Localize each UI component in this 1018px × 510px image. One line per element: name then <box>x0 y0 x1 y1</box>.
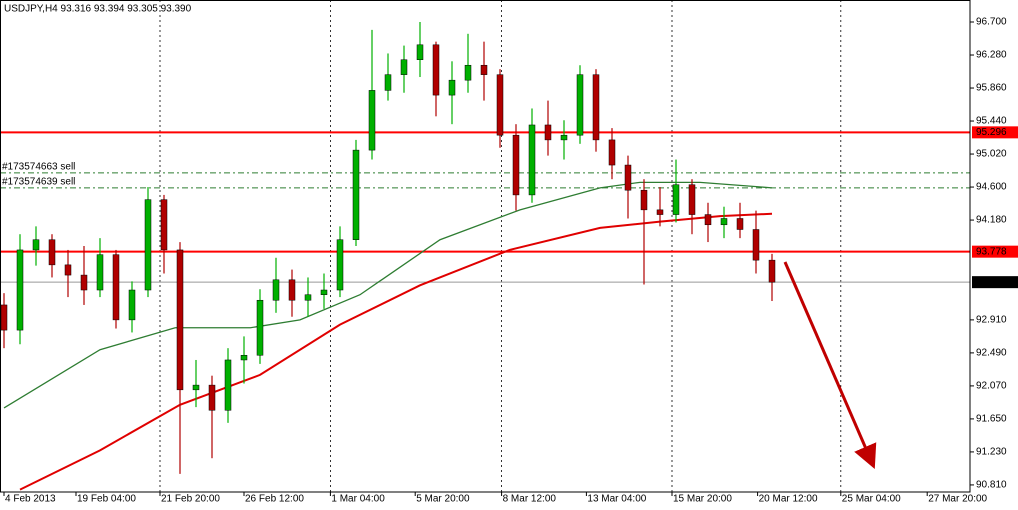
candle-body <box>640 189 648 211</box>
candle-body <box>272 279 280 301</box>
x-tick-label: 8 Mar 12:00 <box>503 494 557 505</box>
candle-body <box>384 74 392 91</box>
candle-body <box>672 184 680 215</box>
candle-body <box>560 134 568 141</box>
y-tick-label: 91.650 <box>976 414 1007 425</box>
candle-body <box>688 184 696 215</box>
moving-average <box>3 181 773 409</box>
y-tick-label: 90.810 <box>976 480 1007 491</box>
candle-body <box>288 279 296 301</box>
candle-body <box>496 74 504 136</box>
candle-body <box>352 149 360 240</box>
x-tick-label: 21 Feb 20:00 <box>161 494 220 505</box>
x-tick-label: 25 Mar 04:00 <box>842 494 901 505</box>
y-tick-label: 96.700 <box>976 17 1007 28</box>
candle-body <box>704 214 712 226</box>
candle-body <box>64 264 72 276</box>
candle-body <box>192 384 200 391</box>
y-tick-label: 92.070 <box>976 381 1007 392</box>
y-tick-label: 95.020 <box>976 149 1007 160</box>
candle-body <box>16 249 24 331</box>
candle-body <box>48 239 56 266</box>
y-tick-label: 95.860 <box>976 83 1007 94</box>
y-tick-label: 91.230 <box>976 447 1007 458</box>
candle-body <box>304 294 312 301</box>
candle-body <box>720 218 728 226</box>
candle-body <box>448 79 456 96</box>
candle-body <box>368 90 376 151</box>
x-tick-label: 5 Mar 20:00 <box>416 494 470 505</box>
order-label: #173574663 sell <box>2 162 75 173</box>
candle-body <box>400 59 408 75</box>
y-tick-label: 94.600 <box>976 182 1007 193</box>
x-tick-label: 1 Mar 04:00 <box>331 494 385 505</box>
candle-body <box>240 354 248 361</box>
candle-body <box>752 229 760 261</box>
chart-title: USDJPY,H4 93.316 93.394 93.305 93.390 <box>4 4 192 15</box>
candle-body <box>176 249 184 391</box>
x-tick-label: 15 Mar 20:00 <box>673 494 732 505</box>
level-label-box <box>972 126 1018 139</box>
candle-body <box>160 199 168 251</box>
level-label: 93.778 <box>976 246 1007 257</box>
candle-body <box>624 164 632 191</box>
candle-body <box>416 44 424 60</box>
candle-body <box>336 239 344 291</box>
x-tick-label: 4 Feb 2013 <box>5 494 56 505</box>
y-tick-label: 94.180 <box>976 215 1007 226</box>
candle-body <box>96 254 104 291</box>
candle-body <box>320 289 328 295</box>
candle-body <box>608 139 616 166</box>
y-tick-label: 92.910 <box>976 315 1007 326</box>
plot-border <box>0 0 971 493</box>
candle-body <box>128 289 136 321</box>
candle-body <box>256 299 264 356</box>
level-label: 95.296 <box>976 127 1007 138</box>
x-tick-label: 20 Mar 12:00 <box>759 494 818 505</box>
level-label: 93.390 <box>976 277 1007 288</box>
candle-body <box>480 64 488 75</box>
candle-body <box>144 199 152 291</box>
x-tick-label: 27 Mar 20:00 <box>928 494 987 505</box>
x-tick-label: 26 Feb 12:00 <box>245 494 304 505</box>
candle-body <box>576 74 584 136</box>
level-label-box <box>972 245 1018 258</box>
level-label-box <box>972 276 1018 289</box>
candle-body <box>112 254 120 321</box>
candle-body <box>432 44 440 96</box>
x-tick-label: 13 Mar 04:00 <box>587 494 646 505</box>
order-label: #173574639 sell <box>2 176 75 187</box>
y-tick-label: 95.440 <box>976 116 1007 127</box>
candle-body <box>768 259 776 283</box>
y-tick-label: 92.490 <box>976 348 1007 359</box>
candle-body <box>80 274 88 291</box>
candle-body <box>544 124 552 141</box>
candle-body <box>512 134 520 196</box>
candle-body <box>528 124 536 196</box>
candle-body <box>464 64 472 81</box>
candle-body <box>656 209 664 215</box>
candle-body <box>592 74 600 141</box>
candle-body <box>0 304 8 331</box>
candle-body <box>32 239 40 251</box>
moving-average <box>19 212 773 491</box>
x-tick-label: 19 Feb 04:00 <box>77 494 136 505</box>
candle-body <box>224 359 232 411</box>
y-tick-label: 96.280 <box>976 50 1007 61</box>
candle-body <box>736 218 744 230</box>
annotation-arrow <box>783 261 877 470</box>
candle-body <box>208 384 216 411</box>
